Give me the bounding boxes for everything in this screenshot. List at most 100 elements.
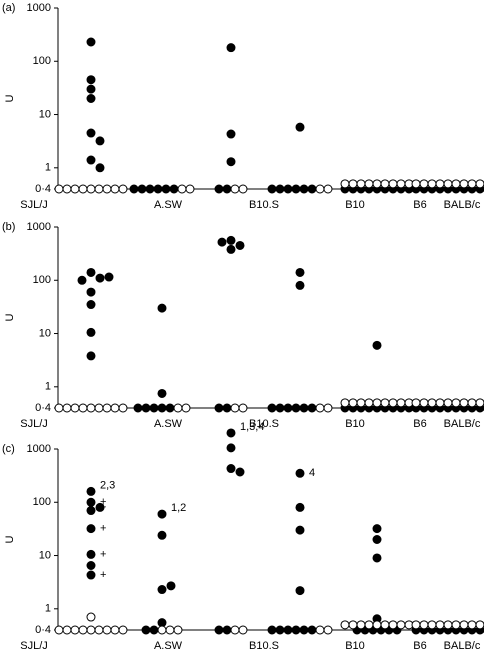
y-tick-label: 0·4: [35, 624, 51, 636]
data-point: [102, 625, 112, 635]
data-point: [443, 620, 453, 630]
data-point: [348, 398, 358, 408]
x-tick-label: A.SW: [154, 418, 183, 430]
data-point: [165, 625, 175, 635]
data-point: [86, 403, 96, 413]
x-tick-label: SJL/J: [20, 640, 48, 652]
data-point: [411, 179, 421, 189]
data-point: [435, 398, 445, 408]
data-point: [157, 388, 167, 398]
data-point: [307, 184, 317, 194]
data-point: [86, 506, 96, 516]
data-point: [315, 403, 325, 413]
x-tick-label: B10.S: [249, 418, 279, 430]
data-point: [307, 403, 317, 413]
data-point: [238, 184, 248, 194]
data-point: [86, 84, 96, 94]
data-point: [86, 94, 96, 103]
data-point: [104, 272, 114, 282]
data-point: [396, 398, 406, 408]
y-axis-label: U: [4, 535, 16, 543]
data-point: [102, 403, 112, 413]
x-tick-label: B10: [345, 640, 365, 652]
data-point: [157, 618, 167, 628]
data-point: [364, 620, 374, 630]
data-point: [340, 179, 350, 189]
data-point: [388, 179, 398, 189]
data-point: [427, 620, 437, 630]
data-point: [217, 237, 227, 247]
data-point: [356, 620, 366, 630]
data-point: [173, 403, 183, 413]
data-point: [141, 403, 151, 413]
data-point: [226, 235, 236, 245]
data-point: [235, 467, 245, 477]
data-point: [86, 524, 96, 534]
data-point: [230, 184, 240, 194]
data-point: [70, 625, 80, 635]
data-point: [291, 184, 301, 194]
panel-label: (a): [2, 2, 15, 14]
data-point: [427, 398, 437, 408]
data-point: [54, 625, 64, 635]
data-point: [166, 581, 176, 591]
data-point: [396, 179, 406, 189]
x-tick-label: B6: [413, 640, 426, 652]
data-point: [102, 184, 112, 194]
data-point: [181, 403, 191, 413]
data-point: [226, 464, 236, 474]
data-point: [372, 535, 382, 544]
data-point: [149, 403, 159, 413]
data-point: [62, 184, 72, 194]
data-point: [157, 303, 167, 313]
data-point: [411, 620, 421, 630]
y-axis-label: U: [4, 313, 16, 321]
data-point: [95, 502, 105, 512]
data-point: [295, 267, 305, 277]
data-point: [86, 128, 96, 138]
data-point: [86, 267, 96, 277]
data-point: [157, 625, 167, 635]
data-point: [291, 625, 301, 635]
annotation: +: [100, 523, 106, 535]
x-tick-label: A.SW: [154, 640, 183, 652]
data-point: [380, 620, 390, 630]
data-point: [129, 184, 139, 194]
data-point: [226, 157, 236, 167]
data-point: [356, 398, 366, 408]
data-point: [157, 530, 167, 540]
y-tick-label: 100: [33, 496, 51, 508]
data-point: [443, 179, 453, 189]
data-point: [214, 625, 224, 635]
data-point: [372, 620, 382, 630]
data-point: [86, 300, 96, 310]
y-tick-label: 0·4: [35, 402, 51, 414]
data-point: [165, 403, 175, 413]
data-point: [118, 625, 128, 635]
data-point: [340, 620, 350, 630]
data-point: [295, 468, 305, 478]
annotation: +: [100, 569, 106, 581]
data-point: [86, 37, 96, 47]
data-point: [230, 625, 240, 635]
data-point: [177, 184, 187, 194]
data-point: [70, 403, 80, 413]
data-point: [348, 179, 358, 189]
data-point: [78, 625, 88, 635]
data-point: [459, 620, 469, 630]
data-point: [173, 625, 183, 635]
data-point: [86, 625, 96, 635]
y-tick-label: 1000: [27, 2, 51, 14]
data-point: [315, 625, 325, 635]
data-point: [95, 273, 105, 283]
data-point: [62, 625, 72, 635]
data-point: [70, 184, 80, 194]
data-point: [94, 625, 104, 635]
data-point: [380, 398, 390, 408]
y-tick-label: 1000: [27, 221, 51, 233]
data-point: [388, 398, 398, 408]
x-tick-label: B6: [413, 199, 426, 211]
data-point: [315, 184, 325, 194]
data-point: [133, 403, 143, 413]
